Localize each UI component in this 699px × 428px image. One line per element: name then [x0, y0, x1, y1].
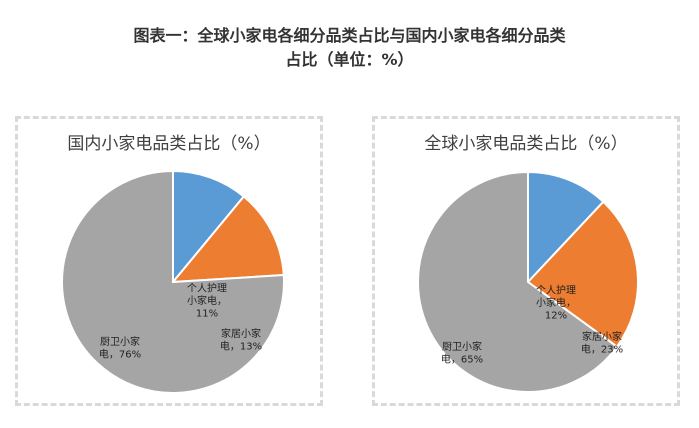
chart-title: 图表一：全球小家电各细分品类占比与国内小家电各细分品类 占比（单位：%）	[0, 24, 699, 72]
pie-slice-personal-care	[172, 169, 246, 285]
domestic-pie-panel: 国内小家电品类占比（%） 个人护理小家电， 11% 家居小家电，13% 厨卫小家电，7…	[15, 116, 323, 406]
domestic-pie-title: 国内小家电品类占比（%）	[67, 134, 271, 154]
pie-slice-home	[170, 195, 285, 284]
pie-label-home: 家居小家电，23%	[581, 330, 623, 356]
global-pie-panel: 全球小家电品类占比（%） 个人护理小家电， 12% 家居小家电，23% 厨卫小家电，6…	[372, 116, 680, 406]
pie-label-personal-care: 个人护理小家电， 12%	[536, 284, 576, 322]
pie-slice-personal-care	[527, 170, 605, 285]
pie-label-kitchen: 厨卫小家电，65%	[441, 340, 483, 366]
global-pie-chart: 个人护理小家电， 12%家居小家电，23% 厨卫小家电，65%	[417, 170, 639, 393]
global-pie-title: 全球小家电品类占比（%）	[424, 134, 628, 154]
domestic-pie-chart: 个人护理小家电， 11% 家居小家电，13% 厨卫小家电，76%	[61, 169, 285, 394]
pie-slice-home	[526, 200, 639, 349]
pie-slice-kitchen	[417, 170, 619, 393]
pie-label-kitchen: 厨卫小家电，76%	[99, 335, 141, 361]
pie-label-home: 家居小家电，13%	[220, 327, 262, 353]
chart-title-line-2: 占比（单位：%）	[285, 50, 414, 69]
pie-slice-kitchen	[61, 169, 285, 394]
chart-title-line-1: 图表一：全球小家电各细分品类占比与国内小家电各细分品类	[133, 26, 566, 45]
pie-label-personal-care: 个人护理小家电， 11%	[187, 282, 227, 320]
